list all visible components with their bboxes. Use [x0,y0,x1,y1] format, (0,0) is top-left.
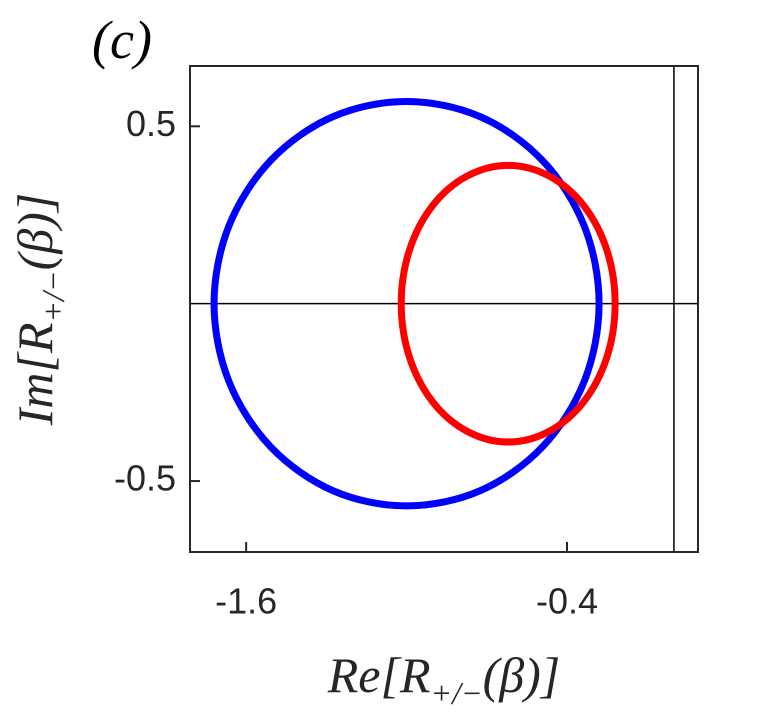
plot-frame [189,65,699,553]
y-label-after: (β)] [7,193,63,271]
x-label-text: Re[R [327,647,431,703]
x-tick-label: -0.4 [536,581,598,622]
y-tick-label: 0.5 [126,103,176,144]
curve [210,97,603,510]
y-label-text: Im[R [7,322,63,426]
y-axis-label: Im[R+/−(β)] [7,193,71,427]
chart-title: (c) [92,10,152,70]
y-tick-label: -0.5 [114,458,176,499]
y-label-sub: +/− [35,270,71,322]
x-axis-label: Re[R+/−(β)] [327,647,560,711]
curve [397,161,619,446]
x-label-sub: +/− [430,675,482,711]
x-tick-label: -1.6 [215,581,277,622]
x-label-after: (β)] [483,647,561,703]
